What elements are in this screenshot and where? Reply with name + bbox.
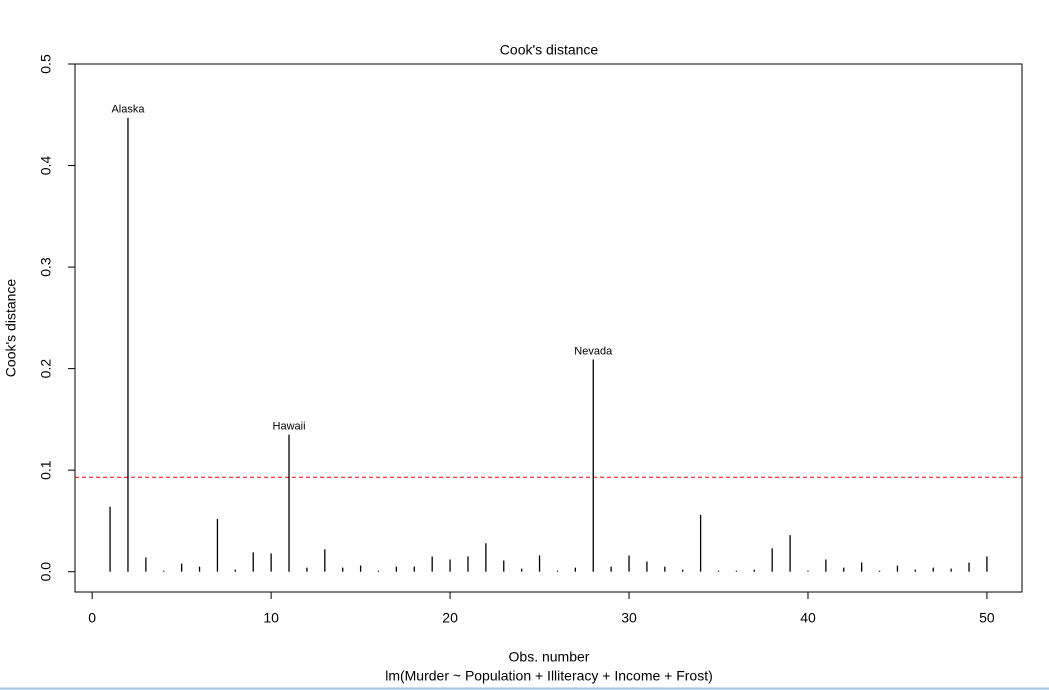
y-tick-label: 0.0 xyxy=(38,562,54,582)
y-tick-label: 0.1 xyxy=(38,460,54,480)
x-tick-label: 0 xyxy=(88,610,96,626)
point-label: Hawaii xyxy=(273,421,306,433)
x-axis-label: Obs. number xyxy=(509,649,590,665)
x-tick-label: 40 xyxy=(800,610,816,626)
y-axis-label: Cook's distance xyxy=(3,279,19,378)
y-tick-label: 0.3 xyxy=(38,257,54,277)
y-tick-label: 0.2 xyxy=(38,359,54,379)
point-label: Alaska xyxy=(111,104,145,116)
point-label: Nevada xyxy=(574,345,613,357)
plot-box xyxy=(74,63,1023,593)
y-tick-label: 0.4 xyxy=(38,156,54,176)
x-tick-label: 50 xyxy=(979,610,995,626)
x-tick-label: 30 xyxy=(621,610,637,626)
chart-title: Cook's distance xyxy=(500,42,599,58)
y-tick-label: 0.5 xyxy=(38,54,54,74)
subtitle: lm(Murder ~ Population + Illiteracy + In… xyxy=(385,668,713,684)
x-tick-label: 10 xyxy=(263,610,279,626)
x-tick-label: 20 xyxy=(442,610,458,626)
